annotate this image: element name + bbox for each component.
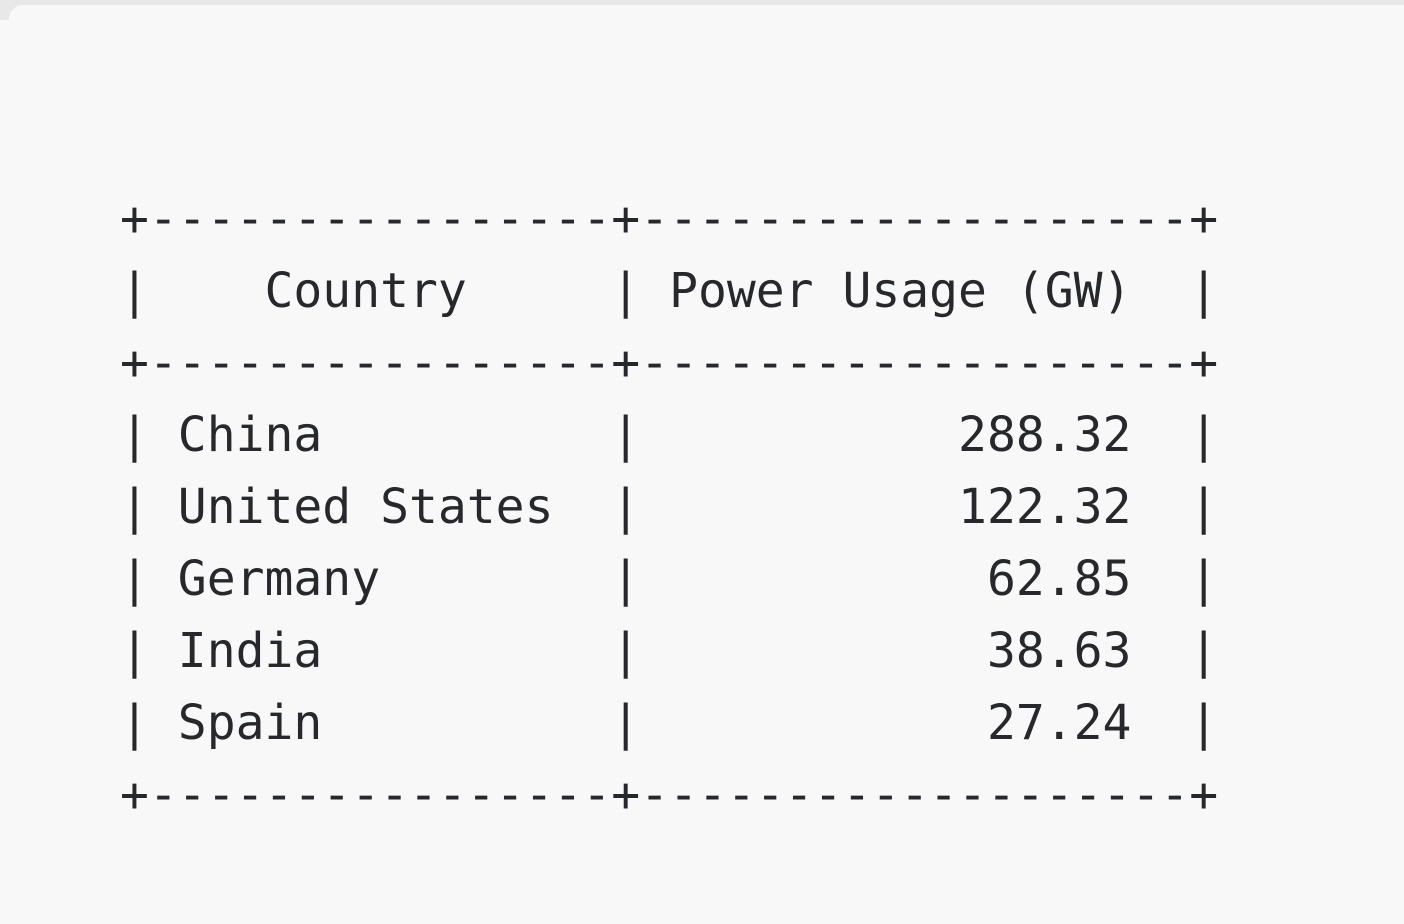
- ascii-table: +----------------+-------------------+ |…: [120, 191, 1219, 823]
- content-card: +----------------+-------------------+ |…: [9, 5, 1404, 924]
